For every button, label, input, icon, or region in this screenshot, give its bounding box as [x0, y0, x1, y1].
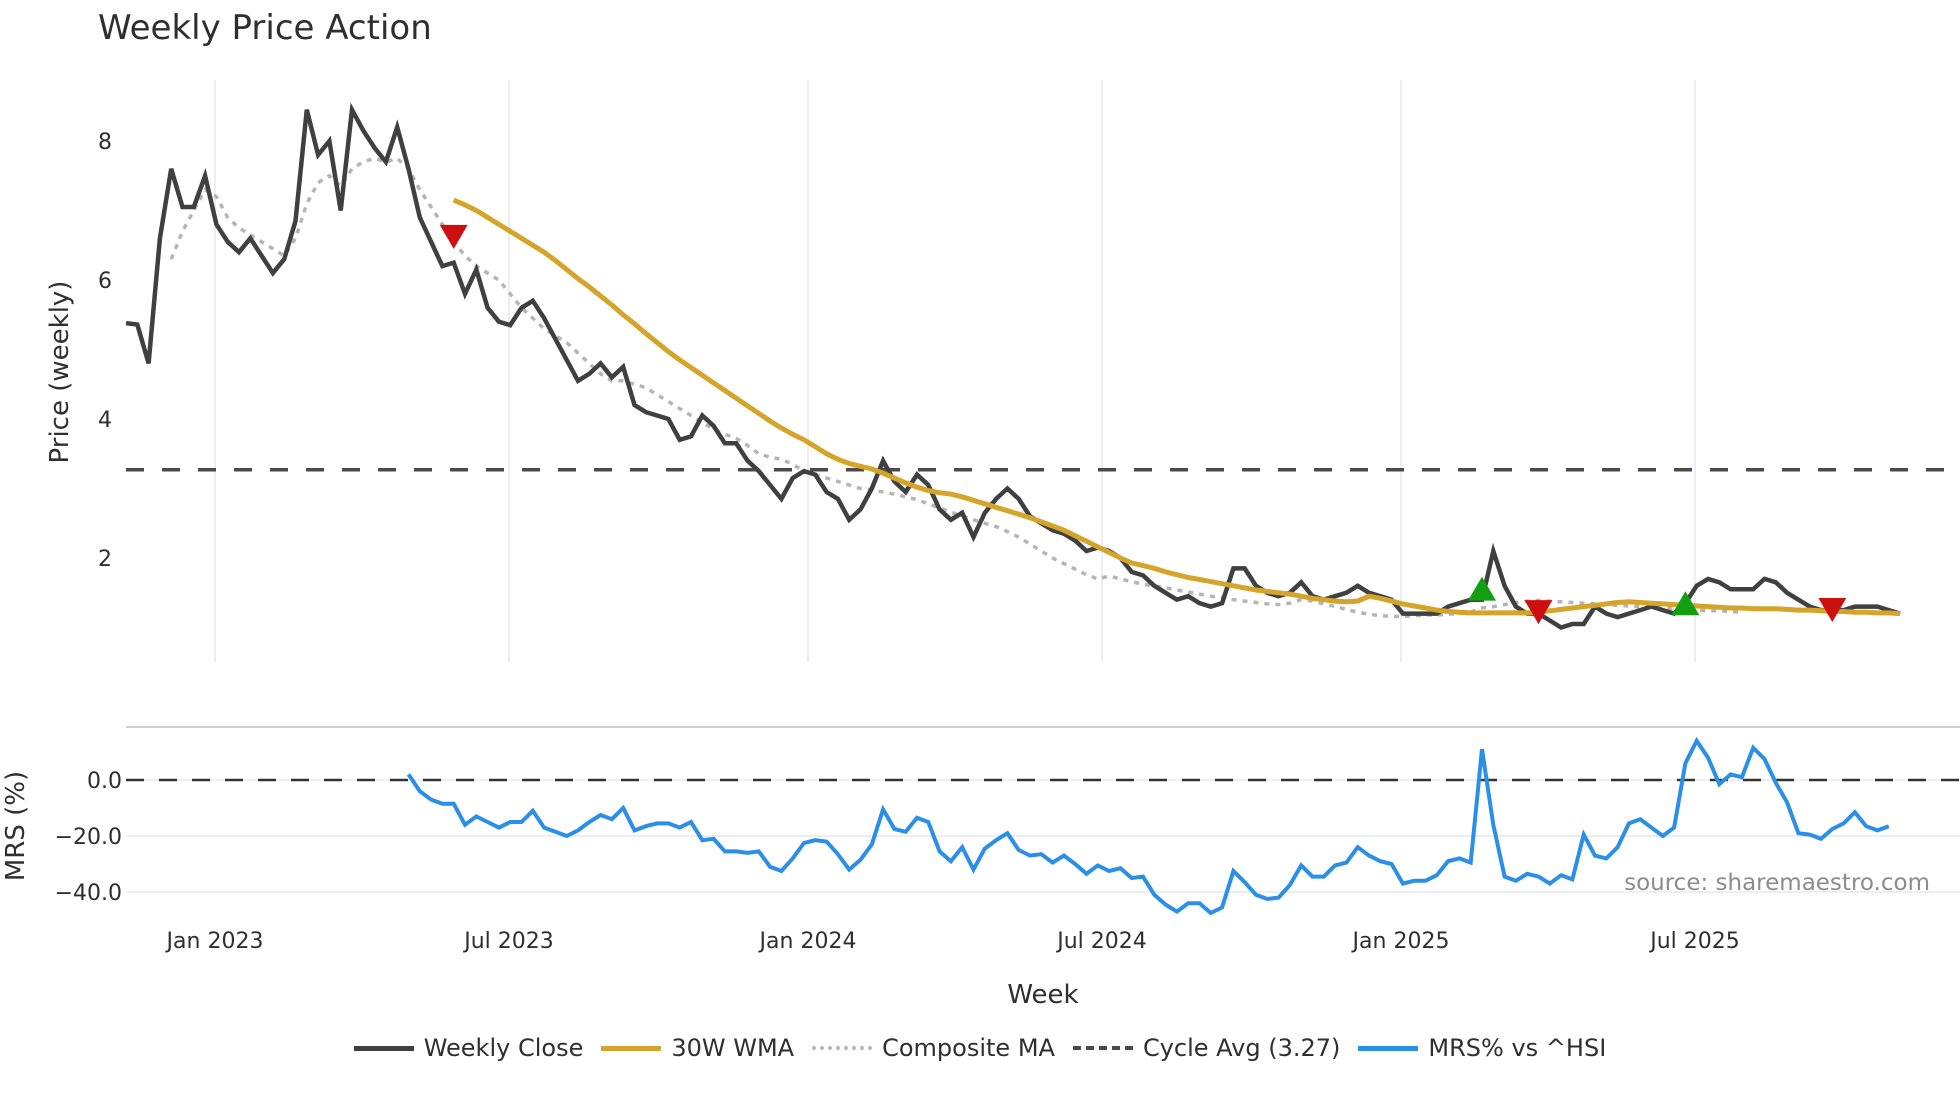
wma-line: [452, 197, 1901, 617]
x-tick-label: Jan 2024: [758, 929, 857, 954]
legend-item-close[interactable]: Weekly Close: [353, 1034, 584, 1062]
chart-title: Weekly Price Action: [98, 8, 432, 48]
legend-label: 30W WMA: [671, 1034, 795, 1062]
mrs-line: [406, 736, 1890, 916]
legend-swatch-mrs-icon: [1358, 1045, 1419, 1051]
legend-item-cycle[interactable]: Cycle Avg (3.27): [1072, 1034, 1341, 1062]
buy-signal-triangle-up-icon: [1468, 576, 1496, 601]
lower-y-axis-title: MRS (%): [1, 771, 31, 881]
y-tick-label: 2: [98, 547, 112, 572]
y-tick-label: 0.0: [87, 769, 122, 794]
sell-signal-triangle-down-icon: [1524, 600, 1553, 625]
y-tick-label: 4: [98, 408, 112, 433]
legend-item-composite[interactable]: Composite MA: [812, 1034, 1055, 1062]
y-tick-label: −40.0: [55, 881, 122, 906]
legend-swatch-close-icon: [353, 1045, 414, 1051]
x-axis-ticks: Jan 2023 Jul 2023 Jan 2024 Jul 2024 Jan 2025…: [165, 929, 1740, 954]
x-tick-label: Jan 2025: [1351, 929, 1450, 954]
legend-item-mrs[interactable]: MRS% vs ^HSI: [1358, 1034, 1606, 1062]
buy-signal-triangle-up-icon: [1671, 591, 1700, 616]
y-tick-label: −20.0: [55, 825, 122, 850]
series-layer: [125, 102, 1960, 916]
y-tick-label: 8: [98, 130, 112, 155]
upper-y-ticks: 2 4 6 8: [98, 130, 112, 572]
legend-label: Composite MA: [882, 1034, 1055, 1062]
legend-label: Cycle Avg (3.27): [1142, 1034, 1341, 1062]
legend-swatch-cycle-icon: [1072, 1046, 1133, 1050]
y-tick-label: 6: [98, 269, 112, 294]
weekly-close-line: [125, 102, 1901, 630]
x-tick-label: Jul 2025: [1648, 929, 1740, 954]
sell-signal-triangle-down-icon: [439, 224, 468, 249]
legend-item-wma[interactable]: 30W WMA: [601, 1034, 794, 1062]
legend-label: Weekly Close: [423, 1034, 584, 1062]
x-tick-label: Jul 2023: [462, 929, 554, 954]
x-tick-label: Jan 2023: [165, 929, 264, 954]
sell-signal-triangle-down-icon: [1818, 598, 1847, 623]
lower-y-ticks: 0.0 −20.0 −40.0: [55, 769, 122, 906]
legend: Weekly Close 30W WMA Composite MA Cycle Avg…: [0, 1034, 1960, 1062]
legend-swatch-composite-icon: [812, 1046, 873, 1050]
legend-swatch-wma-icon: [601, 1045, 662, 1051]
source-attribution: source: sharemaestro.com: [1624, 870, 1930, 896]
legend-label: MRS% vs ^HSI: [1428, 1034, 1607, 1062]
signal-markers: [439, 224, 1847, 625]
x-axis-title: Week: [1007, 980, 1078, 1010]
x-tick-label: Jul 2024: [1055, 929, 1147, 954]
upper-y-axis-title: Price (weekly): [45, 281, 75, 464]
upper-gridlines: [214, 80, 1696, 662]
composite-ma-line: [169, 156, 1743, 619]
